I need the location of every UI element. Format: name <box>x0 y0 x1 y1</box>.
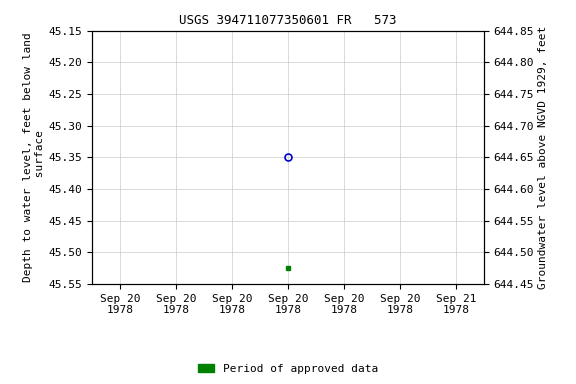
Y-axis label: Depth to water level, feet below land
 surface: Depth to water level, feet below land su… <box>23 33 44 282</box>
Y-axis label: Groundwater level above NGVD 1929, feet: Groundwater level above NGVD 1929, feet <box>538 26 548 289</box>
Title: USGS 394711077350601 FR   573: USGS 394711077350601 FR 573 <box>179 14 397 27</box>
Legend: Period of approved data: Period of approved data <box>193 359 383 379</box>
